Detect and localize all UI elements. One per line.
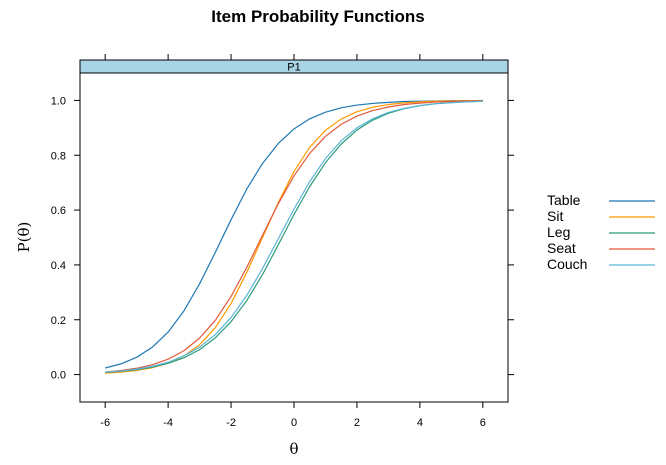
axis-tick-labels: -6 -4 -2 0 2 4 6 0.0 0.2 0.4 0.6 0.8 1.0: [51, 95, 486, 429]
series-line-table: [105, 99, 483, 369]
legend-label-couch: Couch: [547, 256, 587, 272]
x-tick-label: 2: [354, 417, 360, 429]
y-tick-label: 0.0: [51, 370, 66, 382]
legend-label-seat: Seat: [547, 240, 576, 256]
x-tick-label: 6: [480, 417, 486, 429]
panel-strip-label: P1: [287, 62, 300, 74]
legend-label-table: Table: [547, 192, 581, 208]
y-tick-label: 0.6: [51, 205, 66, 217]
axis-ticks: [74, 54, 514, 408]
x-tick-label: 0: [291, 417, 297, 429]
y-tick-label: 1.0: [51, 95, 66, 107]
y-tick-label: 0.8: [51, 150, 66, 162]
series-line-couch: [105, 100, 483, 373]
legend-label-leg: Leg: [547, 224, 570, 240]
y-axis-label: P(θ): [15, 222, 33, 253]
series-line-sit: [105, 100, 483, 374]
y-tick-label: 0.2: [51, 315, 66, 327]
x-tick-label: 4: [417, 417, 423, 429]
x-tick-label: -2: [226, 417, 236, 429]
x-axis-label: θ: [289, 440, 298, 458]
chart-title: Item Probability Functions: [211, 7, 424, 26]
series-lines: [105, 99, 483, 374]
series-line-leg: [105, 100, 483, 373]
legend-label-sit: Sit: [547, 208, 563, 224]
series-line-seat: [105, 100, 483, 373]
x-tick-label: -4: [163, 417, 173, 429]
x-tick-label: -6: [100, 417, 110, 429]
y-tick-label: 0.4: [51, 260, 66, 272]
